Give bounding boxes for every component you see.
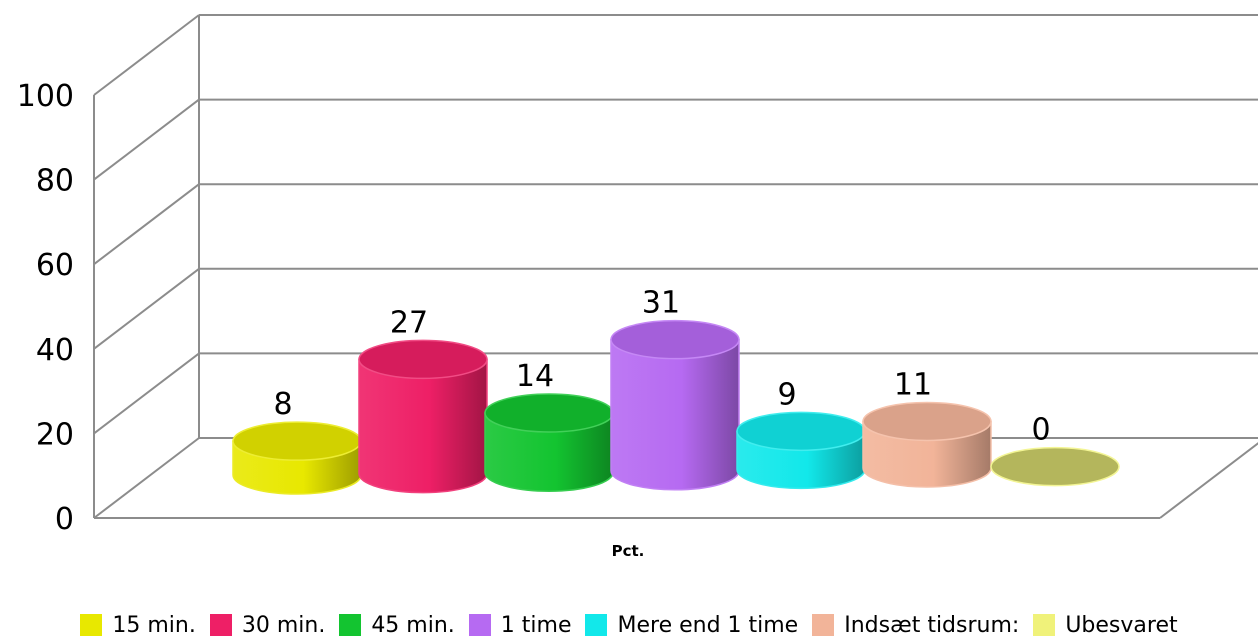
y-tick-label: 40 <box>36 333 74 368</box>
legend-label: Mere end 1 time <box>617 612 799 638</box>
floor-right-edge <box>1159 442 1258 519</box>
legend-label: 30 min. <box>241 612 326 638</box>
bar-top <box>232 421 362 461</box>
data-labels: 8 27 14 31 9 11 0 <box>273 286 1050 448</box>
y-axis-ticks: 0 20 40 60 80 100 <box>17 79 74 537</box>
chart-area: 0 20 40 60 80 100 8 27 14 31 9 11 0 Pct. <box>17 14 1258 560</box>
legend-swatch <box>1033 614 1056 636</box>
legend-label: Ubesvaret <box>1065 612 1178 638</box>
legend-label: 15 min. <box>112 612 196 638</box>
bar-top <box>484 393 614 433</box>
legend-item: Mere end 1 time <box>585 613 798 638</box>
data-label: 0 <box>1031 413 1050 448</box>
gridline-diagonal <box>93 437 200 519</box>
bar-body <box>484 412 614 492</box>
bar-body <box>358 358 488 494</box>
legend-item: 30 min. <box>209 612 326 638</box>
y-tick-label: 80 <box>36 164 74 199</box>
bar-top <box>610 319 740 360</box>
bar <box>990 446 1120 487</box>
bar-top <box>358 339 488 380</box>
legend-swatch <box>209 614 232 636</box>
gridline-diagonal <box>93 183 200 265</box>
bar-body <box>610 338 740 491</box>
x-axis-label: Pct. <box>612 542 645 560</box>
bar <box>862 401 992 488</box>
bar <box>232 421 362 495</box>
bar <box>358 339 488 494</box>
gridline-diagonal <box>93 352 200 435</box>
data-label: 11 <box>894 367 932 402</box>
legend-item: 45 min. <box>339 612 455 638</box>
bar-top <box>990 446 1120 487</box>
legend-item: 1 time <box>468 612 572 638</box>
bar <box>484 393 614 492</box>
legend-swatch <box>468 614 491 636</box>
gridline-diagonal <box>93 98 200 181</box>
gridline-diagonal <box>93 14 200 96</box>
legend-label: 1 time <box>500 612 572 638</box>
y-tick-label: 20 <box>36 417 74 452</box>
data-label: 27 <box>390 305 428 340</box>
data-label: 9 <box>777 377 796 412</box>
legend-item: Ubesvaret <box>1033 612 1178 638</box>
legend: 15 min. 30 min. 45 min. 1 time Mere end 1 ti… <box>0 606 1258 644</box>
bar <box>610 319 740 491</box>
bar-top <box>736 411 866 452</box>
legend-label: Indsæt tidsrum: <box>844 612 1020 638</box>
legend-swatch <box>585 614 608 636</box>
gridline-diagonal <box>93 268 200 350</box>
bar <box>736 411 866 490</box>
bar-top <box>862 401 992 442</box>
legend-swatch <box>812 614 835 636</box>
legend-swatch <box>339 614 362 636</box>
legend-item: 15 min. <box>80 612 196 638</box>
legend-item: Indsæt tidsrum: <box>812 613 1019 638</box>
data-label: 8 <box>273 387 292 422</box>
y-tick-label: 60 <box>36 248 74 283</box>
legend-swatch <box>80 614 103 636</box>
data-label: 31 <box>642 286 680 321</box>
data-label: 14 <box>516 359 554 394</box>
y-tick-label: 100 <box>17 79 74 114</box>
legend-label: 45 min. <box>371 612 455 638</box>
y-tick-label: 0 <box>55 502 74 537</box>
bars <box>232 319 1120 495</box>
